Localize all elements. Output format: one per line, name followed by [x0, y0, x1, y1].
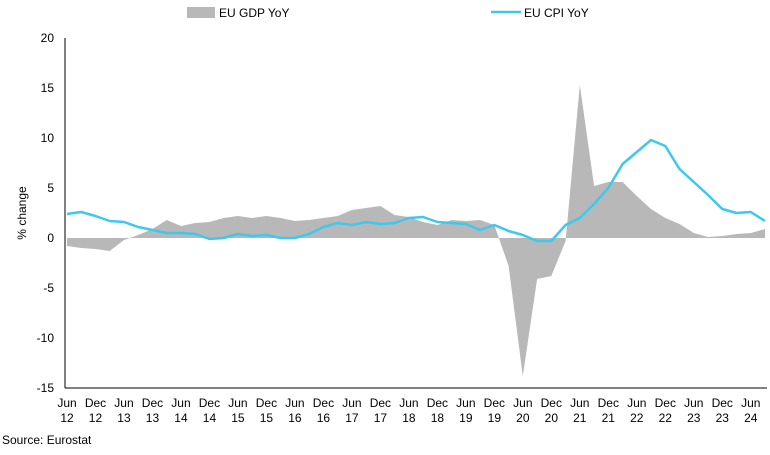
- x-tick-month: Dec: [598, 396, 619, 410]
- x-tick-year: 20: [516, 411, 530, 425]
- y-tick-label: 10: [41, 131, 55, 145]
- x-tick-month: Jun: [570, 396, 589, 410]
- x-tick-month: Jun: [456, 396, 475, 410]
- x-tick-month: Jun: [741, 396, 760, 410]
- x-tick-month: Jun: [627, 396, 646, 410]
- x-tick-year: 24: [744, 411, 758, 425]
- x-tick-month: Dec: [655, 396, 676, 410]
- x-tick-month: Dec: [313, 396, 334, 410]
- y-tick-label: 15: [41, 81, 55, 95]
- x-tick-month: Dec: [256, 396, 277, 410]
- x-tick-year: 18: [431, 411, 445, 425]
- x-tick-year: 17: [345, 411, 359, 425]
- x-tick-year: 22: [630, 411, 644, 425]
- x-tick-month: Jun: [228, 396, 247, 410]
- x-tick-month: Jun: [684, 396, 703, 410]
- x-tick-month: Jun: [285, 396, 304, 410]
- legend-label-cpi: EU CPI YoY: [524, 6, 589, 20]
- legend-label-gdp: EU GDP YoY: [219, 6, 290, 20]
- x-tick-month: Dec: [142, 396, 163, 410]
- x-tick-year: 16: [288, 411, 302, 425]
- x-tick-month: Jun: [513, 396, 532, 410]
- x-tick-month: Dec: [85, 396, 106, 410]
- legend-swatch-gdp: [187, 7, 215, 18]
- source-note: Source: Eurostat: [2, 433, 92, 447]
- x-tick-month: Jun: [171, 396, 190, 410]
- x-tick-year: 19: [459, 411, 473, 425]
- series-area-gdp: [67, 85, 765, 376]
- x-tick-month: Dec: [712, 396, 733, 410]
- x-tick-year: 13: [117, 411, 131, 425]
- x-tick-month: Dec: [427, 396, 448, 410]
- y-tick-label: -15: [37, 381, 55, 395]
- y-tick-label: 20: [41, 31, 55, 45]
- x-tick-year: 17: [374, 411, 388, 425]
- y-tick-label: 0: [47, 231, 54, 245]
- x-tick-month: Dec: [484, 396, 505, 410]
- x-tick-year: 14: [203, 411, 217, 425]
- x-tick-year: 14: [174, 411, 188, 425]
- x-tick-year: 13: [146, 411, 160, 425]
- x-tick-month: Jun: [57, 396, 76, 410]
- y-axis-ticks: 20 15 10 5 0 -5 -10 -15: [37, 31, 55, 395]
- y-axis-title: % change: [15, 186, 29, 240]
- y-tick-label: -10: [37, 331, 55, 345]
- x-tick-year: 23: [716, 411, 730, 425]
- x-tick-year: 21: [573, 411, 587, 425]
- series-line-cpi: [66, 138, 766, 243]
- x-tick-year: 15: [260, 411, 274, 425]
- x-tick-month: Dec: [370, 396, 391, 410]
- x-tick-month: Jun: [399, 396, 418, 410]
- x-tick-year: 22: [659, 411, 673, 425]
- x-tick-year: 12: [89, 411, 103, 425]
- x-tick-month: Dec: [199, 396, 220, 410]
- x-tick-month: Dec: [541, 396, 562, 410]
- x-tick-year: 15: [231, 411, 245, 425]
- x-tick-month: Jun: [342, 396, 361, 410]
- x-tick-year: 19: [488, 411, 502, 425]
- y-tick-label: 5: [47, 181, 54, 195]
- legend: EU GDP YoY EU CPI YoY: [187, 6, 589, 20]
- plot-area: [64, 38, 767, 389]
- x-tick-month: Jun: [114, 396, 133, 410]
- x-tick-year: 18: [402, 411, 416, 425]
- x-tick-year: 20: [545, 411, 559, 425]
- x-tick-year: 21: [602, 411, 616, 425]
- x-tick-year: 23: [687, 411, 701, 425]
- x-axis-ticks: Jun12Dec12Jun13Dec13Jun14Dec14Jun15Dec15…: [57, 396, 760, 425]
- x-tick-year: 12: [60, 411, 74, 425]
- y-tick-label: -5: [43, 281, 54, 295]
- x-tick-year: 16: [317, 411, 331, 425]
